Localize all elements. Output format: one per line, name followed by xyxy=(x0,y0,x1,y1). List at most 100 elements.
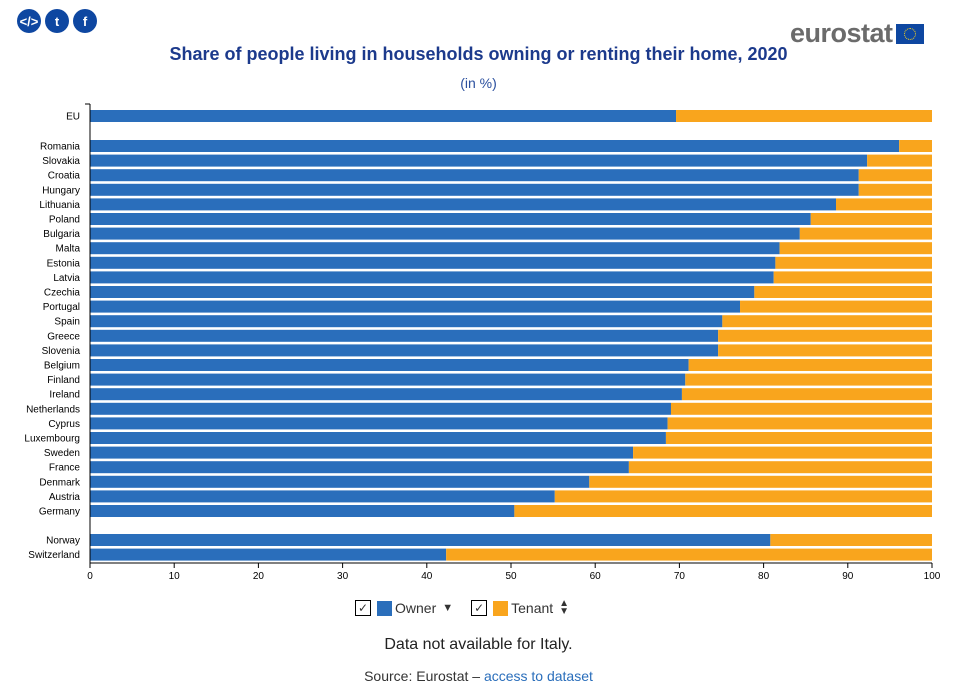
category-label: Bulgaria xyxy=(43,229,80,240)
sort-icon[interactable]: ▲ ▼ xyxy=(559,598,570,617)
source-line: Source: Eurostat – access to dataset xyxy=(364,668,593,684)
bar-tenant-switzerland xyxy=(446,548,932,561)
category-label: Netherlands xyxy=(26,404,80,415)
chart-subtitle: (in %) xyxy=(460,75,497,91)
bar-tenant-croatia xyxy=(858,169,932,182)
bar-tenant-germany xyxy=(514,505,932,517)
bar-tenant-bulgaria xyxy=(799,227,932,240)
twitter-icon[interactable]: t xyxy=(45,9,69,33)
bar-tenant-austria xyxy=(554,490,932,503)
owner-swatch xyxy=(377,600,392,616)
x-tick-label: 30 xyxy=(337,571,349,582)
bar-owner-denmark xyxy=(90,475,590,488)
category-label: Norway xyxy=(46,536,80,547)
tenant-swatch xyxy=(493,600,509,616)
dataset-link[interactable]: access to dataset xyxy=(483,668,593,684)
bar-tenant-france xyxy=(628,461,932,474)
category-label: Spain xyxy=(54,317,80,328)
bar-tenant-slovakia xyxy=(867,154,932,167)
bar-owner-latvia xyxy=(90,271,774,284)
facebook-icon[interactable]: f xyxy=(73,9,97,33)
bar-owner-switzerland xyxy=(90,548,447,561)
eurostat-logo: eurostat xyxy=(790,18,924,49)
bar-tenant-sweden xyxy=(633,446,932,459)
bar-owner-estonia xyxy=(90,256,776,269)
category-label: Lithuania xyxy=(39,200,80,211)
bar-owner-belgium xyxy=(90,359,689,371)
bar-owner-spain xyxy=(90,315,723,328)
eu-flag-icon xyxy=(895,23,924,44)
bar-owner-netherlands xyxy=(90,402,671,415)
bar-chart: EU Romania Slovakia Croatia Hungary Lithuania… xyxy=(24,103,941,582)
bar-owner-cyprus xyxy=(90,417,668,430)
bar-tenant-estonia xyxy=(775,256,932,269)
bar-tenant-hungary xyxy=(858,183,932,196)
category-label: Cyprus xyxy=(48,419,80,430)
bar-owner-luxembourg xyxy=(90,432,666,444)
bar-tenant-luxembourg xyxy=(665,432,932,444)
bar-tenant-cyprus xyxy=(667,417,932,430)
category-label: Estonia xyxy=(47,258,81,269)
category-label: Greece xyxy=(47,331,80,342)
sort-down-icon[interactable]: ▼ xyxy=(442,602,454,614)
bar-tenant-greece xyxy=(718,329,932,342)
tenant-checkbox[interactable]: ✓ xyxy=(471,600,488,616)
bar-tenant-czechia xyxy=(754,286,932,298)
category-label: Poland xyxy=(49,215,80,226)
bar-owner-poland xyxy=(90,213,811,225)
bar-owner-portugal xyxy=(90,300,741,313)
bar-tenant-ireland xyxy=(681,388,932,401)
x-tick-label: 0 xyxy=(87,571,93,582)
category-label: Austria xyxy=(49,492,81,503)
bar-tenant-belgium xyxy=(688,359,932,371)
bar-tenant-netherlands xyxy=(670,402,932,415)
bar-owner-lithuania xyxy=(90,198,837,211)
x-tick-label: 20 xyxy=(253,571,265,582)
bar-owner-romania xyxy=(90,140,900,152)
chart-title: Share of people living in households own… xyxy=(169,44,788,64)
x-tick-label: 10 xyxy=(169,571,181,582)
x-tick-label: 40 xyxy=(421,571,433,582)
category-label: EU xyxy=(66,112,80,123)
category-label: Slovakia xyxy=(42,156,80,167)
category-label: Slovenia xyxy=(42,346,81,357)
bar-tenant-spain xyxy=(722,315,932,328)
bar-owner-sweden xyxy=(90,446,634,459)
category-label: Portugal xyxy=(43,302,80,313)
bar-tenant-slovenia xyxy=(718,344,932,357)
category-label: Malta xyxy=(56,244,81,255)
owner-checkbox[interactable]: ✓ xyxy=(355,600,371,616)
bar-tenant-romania xyxy=(899,140,932,152)
x-tick-label: 70 xyxy=(674,571,686,582)
x-tick-label: 100 xyxy=(924,571,941,582)
bar-tenant-latvia xyxy=(773,271,932,284)
data-note: Data not available for Italy. xyxy=(384,636,573,653)
bar-tenant-lithuania xyxy=(836,198,932,211)
bar-owner-malta xyxy=(90,242,780,255)
bar-owner-norway xyxy=(90,534,771,546)
bar-owner-greece xyxy=(90,329,719,342)
category-label: Luxembourg xyxy=(24,434,80,445)
bar-tenant-denmark xyxy=(589,475,932,488)
tenant-legend-label[interactable]: Tenant xyxy=(511,600,554,616)
owner-legend-label[interactable]: Owner xyxy=(395,600,437,616)
bar-owner-france xyxy=(90,461,629,474)
category-label: Hungary xyxy=(42,185,80,196)
category-label: Ireland xyxy=(49,390,80,401)
embed-icon[interactable]: </> xyxy=(17,9,41,33)
bar-owner-slovenia xyxy=(90,344,719,357)
category-label: Croatia xyxy=(48,171,81,182)
x-tick-label: 80 xyxy=(758,571,770,582)
bar-tenant-poland xyxy=(810,213,932,225)
bar-owner-ireland xyxy=(90,388,682,401)
category-label: Czechia xyxy=(44,288,81,299)
bar-owner-slovakia xyxy=(90,154,868,167)
category-label: Denmark xyxy=(39,477,81,488)
bar-owner-croatia xyxy=(90,169,859,182)
bar-owner-hungary xyxy=(90,183,859,196)
bar-owner-bulgaria xyxy=(90,227,800,240)
category-label: Romania xyxy=(40,142,80,153)
category-label: Germany xyxy=(39,507,80,518)
bar-owner-austria xyxy=(90,490,555,503)
x-tick-label: 90 xyxy=(842,571,854,582)
